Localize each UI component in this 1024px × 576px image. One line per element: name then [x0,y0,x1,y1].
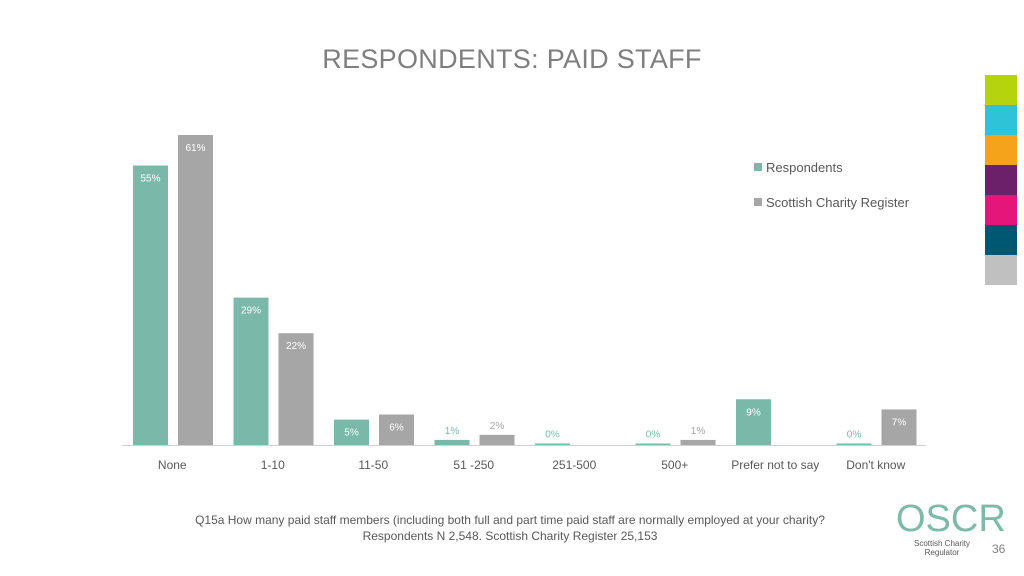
page-number: 36 [992,542,1006,556]
color-strip-swatch [985,165,1017,195]
data-label-respondents: 5% [344,428,359,439]
data-label-respondents: 29% [241,306,261,317]
bar-scottish-charity-register [278,333,314,445]
color-strip-swatch [985,105,1017,135]
color-strip [985,75,1017,285]
color-strip-swatch [985,135,1017,165]
oscr-logo: OSCR Scottish Charity Regulator [896,498,1006,557]
footnote-question: Q15a How many paid staff members (includ… [195,513,825,527]
bar-respondents [535,443,570,445]
data-label-scottish-charity-register: 1% [691,426,706,437]
data-label-scottish-charity-register: 7% [892,417,907,428]
data-label-scottish-charity-register: 2% [490,421,505,432]
legend-label-respondents: Respondents [766,159,843,175]
bar-scottish-charity-register [479,434,515,445]
x-tick-label: Prefer not to say [731,458,819,472]
x-tick-label: 11-50 [358,458,388,472]
bar-respondents [836,443,872,445]
data-label-respondents: 55% [140,173,160,184]
legend-item-scottish-charity-register: Scottish Charity Register [754,193,909,211]
data-label-respondents: 0% [646,430,661,441]
data-label-respondents: 0% [847,430,862,441]
chart-legend: Respondents Scottish Charity Register [754,158,909,228]
x-tick-label: Don't know [846,458,905,472]
data-label-scottish-charity-register: 61% [185,143,205,154]
bar-respondents [233,297,269,445]
footnote: Q15a How many paid staff members (includ… [160,512,860,544]
bar-respondents [635,443,671,445]
x-tick-label: 1-10 [261,458,285,472]
page-title: RESPONDENTS: PAID STAFF [322,44,702,74]
bar-scottish-charity-register [178,135,213,445]
x-tick-label: 251-500 [552,458,596,472]
legend-swatch-scottish-charity-register [754,198,762,206]
data-label-scottish-charity-register: 6% [389,423,404,434]
x-tick-label: 500+ [661,458,688,472]
bar-scottish-charity-register [881,409,917,445]
legend-label-scottish-charity-register: Scottish Charity Register [766,194,910,210]
color-strip-swatch [985,195,1017,225]
bar-scottish-charity-register [379,414,414,445]
x-tick-label: None [158,458,187,472]
logo-text: OSCR [896,498,1006,540]
data-label-respondents: 1% [445,426,460,437]
data-label-respondents: 9% [746,407,761,418]
data-label-respondents: 0% [545,430,560,441]
color-strip-swatch [985,255,1017,285]
bar-respondents [133,165,168,445]
data-label-scottish-charity-register: 22% [286,341,306,352]
bar-respondents [434,439,470,445]
bar-scottish-charity-register [680,439,716,445]
color-strip-swatch [985,75,1017,105]
bar-respondents [736,399,771,445]
logo-subtitle: Scottish Charity Regulator [913,539,971,557]
legend-item-respondents: Respondents [754,158,909,176]
legend-swatch-respondents [754,163,762,171]
color-strip-swatch [985,225,1017,255]
bar-respondents [334,419,369,445]
bar-chart: 55% 61% None 29% 22% 1-10 5% 6% 11-50 1% 2% 51 -250… [122,135,926,472]
x-tick-label: 51 -250 [453,458,494,472]
footnote-sample-sizes: Respondents N 2,548. Scottish Charity Re… [362,529,658,543]
